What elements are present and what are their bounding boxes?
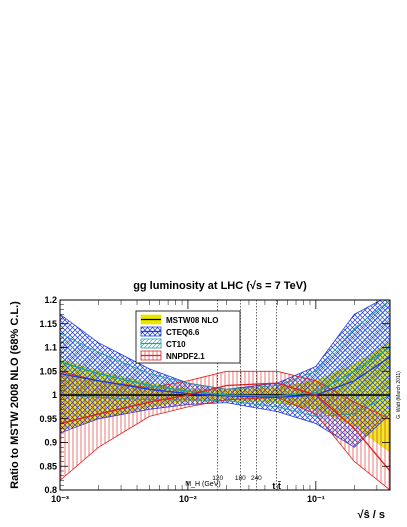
band-nnpdf2-1	[60, 370, 390, 490]
x-axis-label: √ŝ / s	[358, 509, 385, 521]
y-tick-label: 0.8	[44, 485, 57, 495]
central-line-nnpdf2-1	[60, 382, 390, 472]
marker-label: 120	[212, 475, 223, 482]
y-tick-label: 0.9	[44, 438, 57, 448]
y-tick-label: 0.85	[39, 461, 57, 471]
legend-label: NNPDF2.1	[166, 352, 205, 361]
y-tick-label: 1.05	[39, 366, 57, 376]
legend-label: MSTW08 NLO	[166, 316, 218, 325]
y-tick-label: 0.95	[39, 414, 57, 424]
chart-title: gg luminosity at LHC (√s = 7 TeV)	[133, 280, 307, 292]
x-tick-label: 10⁻³	[51, 494, 69, 504]
marker-label: t t̄	[272, 481, 281, 491]
x-tick-label: 10⁻¹	[307, 494, 325, 504]
central-line-cteq6-6	[60, 356, 390, 399]
x-tick-label: 10⁻²	[179, 494, 197, 504]
higgs-mass-axis-label: M_H (GeV)	[185, 481, 220, 488]
marker-label: 240	[251, 475, 262, 482]
y-tick-label: 1	[52, 390, 57, 400]
y-axis-label: Ratio to MSTW 2008 NLO (68% C.L.)	[9, 301, 21, 489]
legend-label: CT10	[166, 340, 186, 349]
y-tick-label: 1.15	[39, 319, 57, 329]
y-tick-label: 1.2	[44, 295, 57, 305]
legend: MSTW08 NLO CTEQ6.6 CT10 NNPDF2.1	[135, 310, 241, 364]
credit-text: G. Watt (March 2011)	[396, 371, 402, 419]
y-tick-label: 1.1	[44, 343, 57, 353]
central-line-ct10	[60, 346, 390, 397]
marker-label: 180	[235, 475, 246, 482]
legend-label: CTEQ6.6	[166, 328, 200, 337]
